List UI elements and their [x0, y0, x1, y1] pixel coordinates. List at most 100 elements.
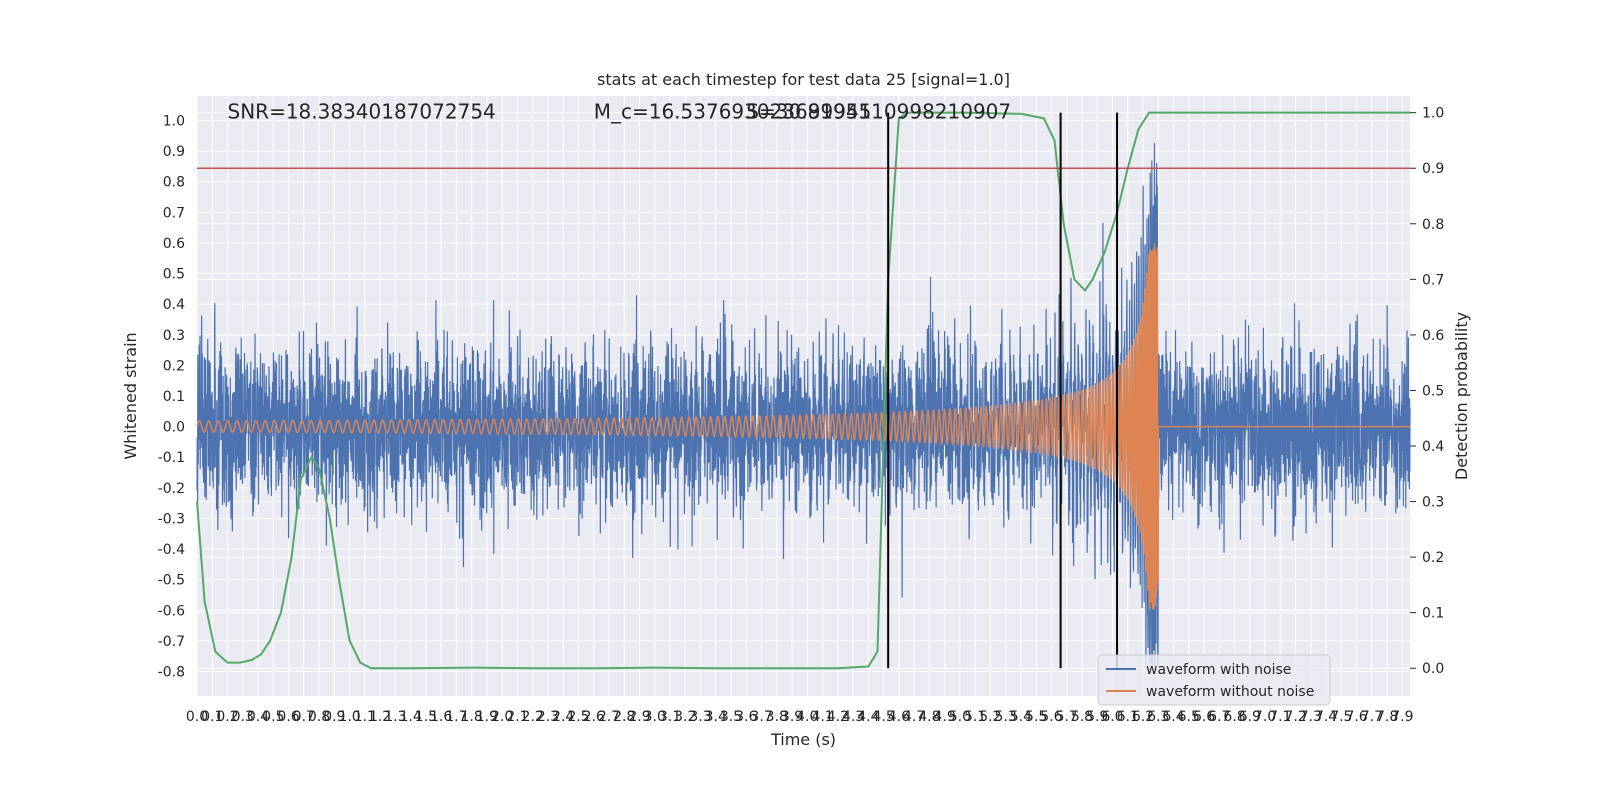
x-tick-label: 2.1	[506, 709, 528, 725]
x-tick-label: 4.6	[888, 709, 910, 725]
y-right-tick-label: 0.1	[1422, 606, 1444, 622]
x-tick-label: 6.7	[1208, 709, 1230, 725]
x-tick-label: 5.8	[1071, 709, 1093, 725]
x-tick-label: 5.9	[1086, 709, 1108, 725]
x-tick-label: 4.2	[827, 709, 849, 725]
x-tick-label: 4.7	[903, 709, 925, 725]
y-left-tick-label: 0.3	[163, 328, 185, 344]
x-tick-label: 1.7	[445, 709, 467, 725]
x-tick-label: 0.0	[186, 709, 208, 725]
y-right-tick-labels: 1.0 0.9 0.8 0.7 0.6 0.5 0.4 0.3 0.2 0.1 0.0	[1410, 106, 1444, 677]
y-left-tick-label: -0.1	[158, 450, 185, 466]
x-tick-label: 3.4	[705, 709, 727, 725]
y-left-tick-label: -0.8	[158, 665, 185, 681]
x-tick-label: 1.3	[384, 709, 406, 725]
y-left-tick-label: 0.7	[163, 205, 185, 221]
x-tick-label: 0.5	[262, 709, 284, 725]
y-right-tick-label: 0.5	[1422, 383, 1444, 399]
x-tick-label: 0.2	[216, 709, 238, 725]
y-left-tick-label: 0.2	[163, 358, 185, 374]
y-left-tick-label: -0.7	[158, 634, 185, 650]
x-tick-label: 2.8	[613, 709, 635, 725]
y-left-tick-label: -0.6	[158, 603, 185, 619]
legend-label: waveform with noise	[1146, 662, 1291, 678]
x-tick-label: 2.0	[491, 709, 513, 725]
x-tick-label: 0.4	[247, 709, 269, 725]
y-right-tick-label: 0.8	[1422, 217, 1444, 233]
x-tick-label: 3.0	[644, 709, 666, 725]
y-axis-label-right: Detection probability	[1452, 312, 1471, 480]
y-left-tick-label: -0.4	[158, 542, 185, 558]
x-tick-label: 1.0	[338, 709, 360, 725]
series-detection-probability	[196, 111, 1410, 670]
legend: waveform with noise waveform without nois…	[1097, 654, 1331, 706]
x-tick-label: 3.7	[750, 709, 772, 725]
x-tick-label: 4.4	[857, 709, 879, 725]
y-right-tick-label: 0.6	[1422, 328, 1444, 344]
x-tick-label: 6.8	[1223, 709, 1245, 725]
noisy-waveform-line	[196, 142, 1411, 666]
x-tick-label: 0.8	[308, 709, 330, 725]
x-tick-label: 3.5	[720, 709, 742, 725]
detection-probability-line	[196, 111, 1410, 670]
x-tick-label: 7.5	[1330, 709, 1352, 725]
x-tick-label: 1.1	[354, 709, 376, 725]
y-left-tick-label: 0.9	[163, 144, 185, 160]
y-right-tick-label: 0.4	[1422, 439, 1444, 455]
x-tick-label: 7.9	[1391, 709, 1413, 725]
x-tick-label: 4.5	[872, 709, 894, 725]
y-left-tick-label: 0.8	[163, 175, 185, 191]
x-tick-label: 2.7	[598, 709, 620, 725]
x-tick-label: 6.0	[1101, 709, 1123, 725]
x-tick-label: 0.9	[323, 709, 345, 725]
y-right-tick-label: 0.3	[1422, 495, 1444, 511]
x-tick-label: 1.2	[369, 709, 391, 725]
y-left-tick-label: -0.5	[158, 573, 185, 589]
x-tick-label: 2.5	[567, 709, 589, 725]
x-tick-label: 3.8	[766, 709, 788, 725]
y-left-tick-label: 0.0	[163, 420, 185, 436]
x-tick-label: 3.3	[689, 709, 711, 725]
y-left-tick-label: 0.6	[163, 236, 185, 252]
x-tick-label: 5.6	[1040, 709, 1062, 725]
x-tick-label: 5.7	[1056, 709, 1078, 725]
x-tick-label: 3.9	[781, 709, 803, 725]
x-tick-label: 0.3	[232, 709, 254, 725]
x-tick-label: 2.6	[583, 709, 605, 725]
y-left-tick-labels: 1.0 0.9 0.8 0.7 0.6 0.5 0.4 0.3 0.2 0.1 0.0 -0.1 -0.…	[158, 113, 185, 680]
series-waveform-without-noise	[196, 243, 1410, 610]
x-tick-label: 7.1	[1269, 709, 1291, 725]
y-axis-label-left: Whitened strain	[121, 332, 140, 459]
chart-title: stats at each timestep for test data 25 …	[597, 70, 1010, 89]
x-tick-label: 1.9	[476, 709, 498, 725]
x-tick-label: 4.8	[918, 709, 940, 725]
x-tick-label: 5.2	[979, 709, 1001, 725]
x-tick-label: 7.8	[1376, 709, 1398, 725]
x-tick-label: 5.3	[995, 709, 1017, 725]
y-left-tick-label: 0.1	[163, 389, 185, 405]
y-right-tick-label: 0.9	[1422, 161, 1444, 177]
x-tick-label: 7.3	[1300, 709, 1322, 725]
y-right-tick-label: 0.7	[1422, 272, 1444, 288]
x-tick-label: 6.9	[1239, 709, 1261, 725]
x-tick-label: 5.5	[1025, 709, 1047, 725]
y-left-tick-label: 0.5	[163, 267, 185, 283]
x-tick-label: 6.1	[1117, 709, 1139, 725]
x-tick-label: 6.3	[1147, 709, 1169, 725]
x-tick-labels: 0.00.10.20.30.40.50.60.70.80.91.01.11.21…	[186, 709, 1414, 725]
x-tick-label: 1.8	[461, 709, 483, 725]
y-right-tick-label: 0.2	[1422, 550, 1444, 566]
x-tick-label: 7.6	[1345, 709, 1367, 725]
series-waveform-with-noise	[196, 142, 1411, 666]
x-tick-label: 1.4	[399, 709, 421, 725]
x-tick-label: 5.1	[964, 709, 986, 725]
x-tick-label: 5.0	[949, 709, 971, 725]
reference-lines	[197, 112, 1410, 669]
clean-waveform-line	[196, 243, 1410, 610]
legend-label: waveform without noise	[1146, 684, 1314, 700]
x-tick-label: 4.3	[842, 709, 864, 725]
x-tick-label: 0.7	[293, 709, 315, 725]
x-tick-label: 6.5	[1178, 709, 1200, 725]
